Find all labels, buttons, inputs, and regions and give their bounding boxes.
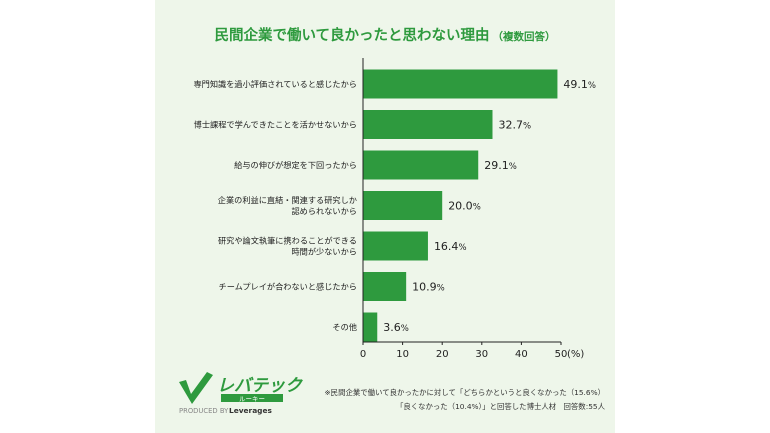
x-tick-label: 30	[475, 349, 488, 360]
value-unit: %	[458, 243, 466, 253]
bar	[363, 150, 479, 180]
value-label: 3.6%	[383, 321, 409, 334]
logo-sub: ルーキー	[239, 395, 265, 403]
value-unit: %	[401, 324, 409, 334]
value-label: 32.7%	[498, 119, 531, 132]
chart-panel: 民間企業で働いて良かったと思わない理由 （複数回答） 専門知識を過小評価されている…	[155, 0, 615, 433]
value-unit: %	[437, 284, 445, 294]
bar	[363, 69, 558, 99]
check-mark-icon	[179, 372, 213, 404]
category-label: 博士課程で学んできたことを活かせないから	[194, 120, 357, 130]
category-label: チームプレイが合わないと感じたから	[219, 282, 357, 292]
footnote-line-1: ※民間企業で働いて良かったかに対して「どちらかというと良くなかった（15.6%）	[324, 388, 605, 397]
value-unit: %	[588, 81, 596, 91]
value-number: 3.6	[383, 321, 401, 334]
category-label: 企業の利益に直結・関連する研究しか	[218, 195, 357, 205]
leverages-logo: レバテック ルーキー PRODUCED BY Leverages	[179, 372, 303, 415]
x-tick-label: 20	[436, 349, 449, 360]
value-label: 10.9%	[412, 281, 445, 294]
x-tick-label: 0	[360, 349, 366, 360]
bar	[363, 312, 378, 342]
x-tick-label: 50	[555, 349, 568, 360]
value-label: 16.4%	[434, 240, 467, 253]
bar	[363, 272, 407, 301]
chart-title-main: 民間企業で働いて良かったと思わない理由	[214, 28, 490, 44]
category-label: その他	[332, 322, 357, 332]
value-number: 10.9	[412, 281, 437, 294]
logo-tagline-prefix: PRODUCED BY	[179, 407, 229, 415]
footnote-line-2: 「良くなかった（10.4%）」と回答した博士人材 回答数:55人	[395, 402, 605, 411]
bar	[363, 191, 443, 220]
category-label: 研究や論文執筆に携わることができる	[218, 236, 357, 246]
bar	[363, 110, 493, 139]
value-label: 20.0%	[448, 200, 481, 213]
x-axis-unit: (%)	[567, 349, 584, 360]
category-label: 認められないから	[291, 206, 357, 216]
chart-subtitle: （複数回答）	[492, 31, 556, 43]
logo-sub-band	[221, 394, 283, 402]
logo-name: レバテック	[217, 376, 303, 396]
value-unit: %	[523, 122, 531, 132]
value-label: 49.1%	[563, 78, 596, 91]
value-number: 20.0	[448, 200, 473, 213]
x-tick-label: 10	[396, 349, 409, 360]
value-unit: %	[509, 162, 517, 172]
chart-title: 民間企業で働いて良かったと思わない理由 （複数回答）	[155, 24, 615, 45]
bar-chart: 専門知識を過小評価されていると感じたから 49.1% 博士課程で学んできたことを活か…	[193, 58, 596, 360]
bar	[363, 231, 428, 261]
value-number: 32.7	[498, 119, 523, 132]
category-label: 給与の伸びが想定を下回ったから	[234, 160, 357, 170]
value-number: 16.4	[434, 240, 459, 253]
category-label: 専門知識を過小評価されていると感じたから	[193, 79, 357, 89]
value-number: 49.1	[563, 78, 588, 91]
x-tick-label: 40	[515, 349, 528, 360]
value-unit: %	[473, 203, 481, 213]
value-number: 29.1	[484, 159, 509, 172]
logo-tagline-brand: Leverages	[229, 406, 272, 415]
footnote: ※民間企業で働いて良かったかに対して「どちらかというと良くなかった（15.6%）…	[295, 386, 605, 414]
category-label: 時間が少ないから	[291, 247, 357, 257]
value-label: 29.1%	[484, 159, 517, 172]
